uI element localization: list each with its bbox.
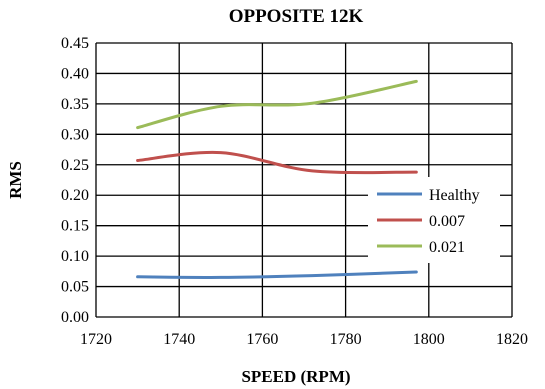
legend-label-1: Healthy <box>429 187 480 204</box>
y-tick-label: 0.00 <box>61 309 89 326</box>
legend-label-3: 0.021 <box>429 239 465 256</box>
y-tick-label: 0.10 <box>61 248 89 265</box>
series-line-2 <box>136 150 418 175</box>
x-axis-ticks: 1720 1740 1760 1780 1800 1820 <box>80 331 528 348</box>
chart-title: OPPOSITE 12K <box>229 6 364 27</box>
y-tick-label: 0.35 <box>61 96 89 113</box>
x-tick-label: 1760 <box>246 331 278 348</box>
y-axis-ticks: 0.00 0.05 0.10 0.15 0.20 0.25 0.30 0.35 0.40 0.45 <box>61 35 89 326</box>
series-line-3 <box>136 79 418 130</box>
y-tick-label: 0.25 <box>61 157 89 174</box>
y-axis-title: RMS <box>6 161 25 199</box>
y-tick-label: 0.05 <box>61 279 89 296</box>
x-tick-label: 1800 <box>413 331 445 348</box>
x-axis-title: SPEED (RPM) <box>241 367 350 386</box>
x-tick-label: 1780 <box>330 331 362 348</box>
y-tick-label: 0.30 <box>61 126 89 143</box>
x-tick-label: 1820 <box>496 331 528 348</box>
gridlines <box>95 42 513 318</box>
legend: Healthy 0.007 0.021 <box>368 177 500 263</box>
x-tick-label: 1740 <box>163 331 195 348</box>
x-tick-label: 1720 <box>80 331 112 348</box>
series-lines <box>136 79 418 279</box>
y-tick-label: 0.45 <box>61 35 89 52</box>
y-tick-label: 0.15 <box>61 218 89 235</box>
y-tick-label: 0.40 <box>61 65 89 82</box>
legend-label-2: 0.007 <box>429 213 465 230</box>
series-line-1 <box>136 270 418 279</box>
y-tick-label: 0.20 <box>61 187 89 204</box>
